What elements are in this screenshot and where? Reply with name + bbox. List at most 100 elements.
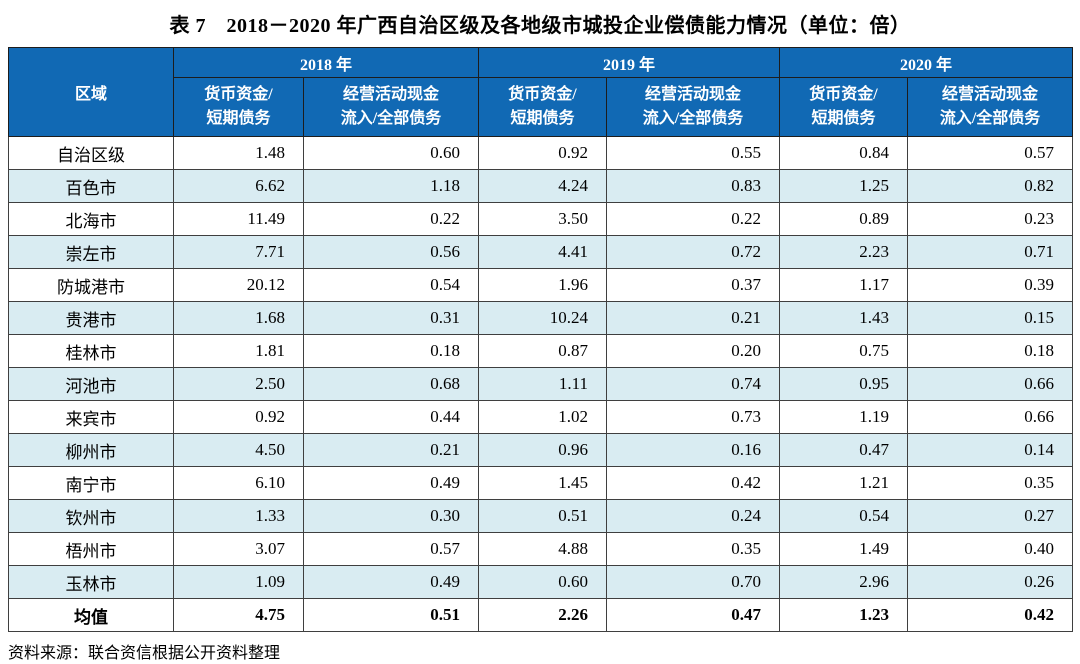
value-cell: 0.49 bbox=[302, 466, 480, 500]
value-cell: 0.30 bbox=[302, 499, 480, 533]
table-row: 北海市 11.49 0.22 3.50 0.22 0.89 0.23 bbox=[8, 202, 1074, 236]
value-cell: 4.75 bbox=[173, 598, 304, 632]
subheader-2020-cash-shortdebt: 货币资金/ 短期债务 bbox=[779, 77, 909, 137]
value-cell: 0.66 bbox=[907, 367, 1074, 401]
table-title: 表 7 2018－2020 年广西自治区级及各地级市城投企业偿债能力情况（单位：… bbox=[169, 15, 911, 37]
value-cell: 0.51 bbox=[478, 499, 608, 533]
subheader-2018-opcash-totaldebt: 经营活动现金 流入/全部债务 bbox=[302, 77, 480, 137]
value-cell: 1.11 bbox=[478, 367, 608, 401]
value-cell: 0.21 bbox=[606, 301, 781, 335]
region-cell: 北海市 bbox=[8, 202, 174, 236]
table-body: 自治区级 1.48 0.60 0.92 0.55 0.84 0.57 百色市 6… bbox=[8, 136, 1074, 632]
region-cell: 桂林市 bbox=[8, 334, 174, 368]
value-cell: 0.16 bbox=[606, 433, 781, 467]
table-row: 防城港市 20.12 0.54 1.96 0.37 1.17 0.39 bbox=[8, 268, 1074, 302]
value-cell: 6.62 bbox=[173, 169, 304, 203]
header-year-row: 区域 2018 年 2019 年 2020 年 bbox=[8, 47, 1074, 137]
value-cell: 0.18 bbox=[907, 334, 1074, 368]
table-row: 钦州市 1.33 0.30 0.51 0.24 0.54 0.27 bbox=[8, 499, 1074, 533]
region-cell: 玉林市 bbox=[8, 565, 174, 599]
value-cell: 10.24 bbox=[478, 301, 608, 335]
value-cell: 0.26 bbox=[907, 565, 1074, 599]
region-cell: 均值 bbox=[8, 598, 174, 632]
table-row: 贵港市 1.68 0.31 10.24 0.21 1.43 0.15 bbox=[8, 301, 1074, 335]
value-cell: 1.23 bbox=[779, 598, 909, 632]
region-cell: 南宁市 bbox=[8, 466, 174, 500]
value-cell: 0.54 bbox=[779, 499, 909, 533]
region-cell: 来宾市 bbox=[8, 400, 174, 434]
value-cell: 1.33 bbox=[173, 499, 304, 533]
value-cell: 0.71 bbox=[907, 235, 1074, 269]
value-cell: 20.12 bbox=[173, 268, 304, 302]
value-cell: 6.10 bbox=[173, 466, 304, 500]
value-cell: 0.96 bbox=[478, 433, 608, 467]
value-cell: 0.66 bbox=[907, 400, 1074, 434]
value-cell: 0.44 bbox=[302, 400, 480, 434]
value-cell: 0.18 bbox=[302, 334, 480, 368]
value-cell: 0.31 bbox=[302, 301, 480, 335]
value-cell: 2.23 bbox=[779, 235, 909, 269]
value-cell: 0.82 bbox=[907, 169, 1074, 203]
table-row: 来宾市 0.92 0.44 1.02 0.73 1.19 0.66 bbox=[8, 400, 1074, 434]
value-cell: 0.55 bbox=[606, 136, 781, 170]
table-row: 梧州市 3.07 0.57 4.88 0.35 1.49 0.40 bbox=[8, 532, 1074, 566]
value-cell: 0.51 bbox=[302, 598, 480, 632]
value-cell: 0.47 bbox=[779, 433, 909, 467]
table-row: 南宁市 6.10 0.49 1.45 0.42 1.21 0.35 bbox=[8, 466, 1074, 500]
value-cell: 3.07 bbox=[173, 532, 304, 566]
value-cell: 0.54 bbox=[302, 268, 480, 302]
region-cell: 柳州市 bbox=[8, 433, 174, 467]
value-cell: 0.70 bbox=[606, 565, 781, 599]
value-cell: 1.18 bbox=[302, 169, 480, 203]
value-cell: 4.41 bbox=[478, 235, 608, 269]
value-cell: 0.40 bbox=[907, 532, 1074, 566]
value-cell: 1.48 bbox=[173, 136, 304, 170]
value-cell: 0.92 bbox=[173, 400, 304, 434]
value-cell: 0.14 bbox=[907, 433, 1074, 467]
value-cell: 0.21 bbox=[302, 433, 480, 467]
region-cell: 自治区级 bbox=[8, 136, 174, 170]
value-cell: 0.15 bbox=[907, 301, 1074, 335]
value-cell: 0.23 bbox=[907, 202, 1074, 236]
region-cell: 河池市 bbox=[8, 367, 174, 401]
value-cell: 0.60 bbox=[302, 136, 480, 170]
value-cell: 4.50 bbox=[173, 433, 304, 467]
region-cell: 钦州市 bbox=[8, 499, 174, 533]
table-row: 崇左市 7.71 0.56 4.41 0.72 2.23 0.71 bbox=[8, 235, 1074, 269]
value-cell: 0.22 bbox=[606, 202, 781, 236]
value-cell: 1.02 bbox=[478, 400, 608, 434]
table-row: 河池市 2.50 0.68 1.11 0.74 0.95 0.66 bbox=[8, 367, 1074, 401]
value-cell: 11.49 bbox=[173, 202, 304, 236]
table-row: 自治区级 1.48 0.60 0.92 0.55 0.84 0.57 bbox=[8, 136, 1074, 170]
value-cell: 2.50 bbox=[173, 367, 304, 401]
value-cell: 0.42 bbox=[606, 466, 781, 500]
year-header-2020: 2020 年 bbox=[779, 47, 1074, 78]
table-row: 桂林市 1.81 0.18 0.87 0.20 0.75 0.18 bbox=[8, 334, 1074, 368]
value-cell: 0.68 bbox=[302, 367, 480, 401]
table-header: 区域 2018 年 2019 年 2020 年 货币资金/ 短期债务 经营活动现… bbox=[8, 47, 1074, 137]
value-cell: 1.49 bbox=[779, 532, 909, 566]
debt-capacity-table: 区域 2018 年 2019 年 2020 年 货币资金/ 短期债务 经营活动现… bbox=[8, 47, 1074, 632]
value-cell: 0.56 bbox=[302, 235, 480, 269]
source-note: 资料来源：联合资信根据公开资料整理 bbox=[8, 645, 281, 662]
value-cell: 4.24 bbox=[478, 169, 608, 203]
table-row: 玉林市 1.09 0.49 0.60 0.70 2.96 0.26 bbox=[8, 565, 1074, 599]
value-cell: 0.89 bbox=[779, 202, 909, 236]
region-column-header: 区域 bbox=[8, 47, 174, 137]
value-cell: 1.19 bbox=[779, 400, 909, 434]
value-cell: 0.75 bbox=[779, 334, 909, 368]
value-cell: 1.25 bbox=[779, 169, 909, 203]
value-cell: 1.21 bbox=[779, 466, 909, 500]
value-cell: 0.95 bbox=[779, 367, 909, 401]
value-cell: 2.26 bbox=[478, 598, 608, 632]
region-cell: 梧州市 bbox=[8, 532, 174, 566]
value-cell: 0.60 bbox=[478, 565, 608, 599]
value-cell: 0.42 bbox=[907, 598, 1074, 632]
value-cell: 1.45 bbox=[478, 466, 608, 500]
value-cell: 4.88 bbox=[478, 532, 608, 566]
table-row-average: 均值 4.75 0.51 2.26 0.47 1.23 0.42 bbox=[8, 598, 1074, 632]
value-cell: 0.57 bbox=[302, 532, 480, 566]
value-cell: 0.27 bbox=[907, 499, 1074, 533]
year-header-2018: 2018 年 bbox=[172, 47, 480, 78]
year-header-2019: 2019 年 bbox=[478, 47, 781, 78]
